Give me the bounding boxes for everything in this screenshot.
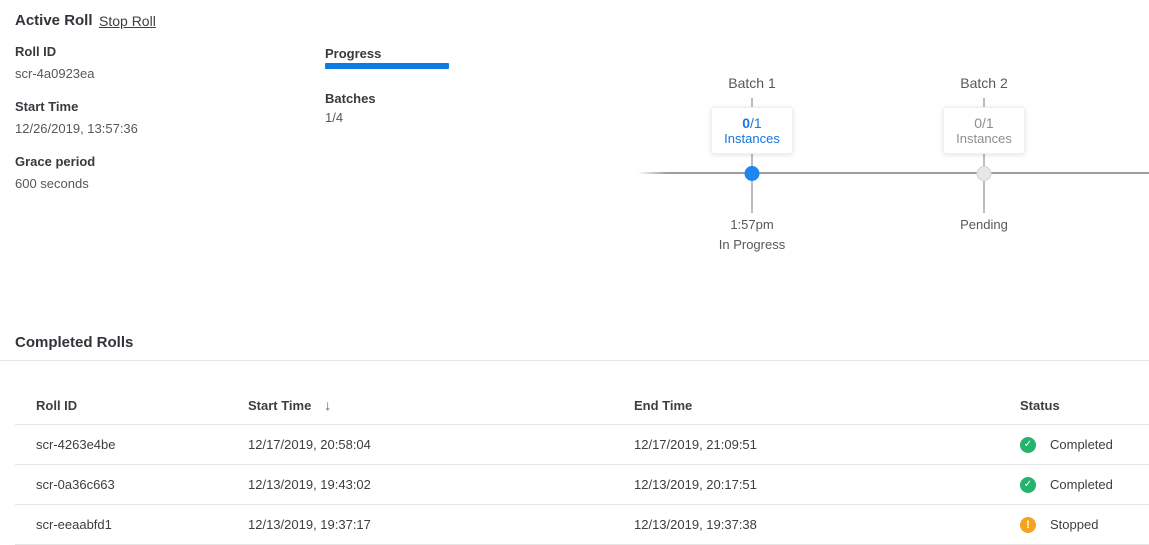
completed-rolls-body: scr-4263e4be 12/17/2019, 20:58:04 12/17/… <box>15 425 1149 545</box>
active-roll-title: Active Roll <box>15 12 93 29</box>
table-header-row: Roll ID Start Time ↓ End Time Status <box>15 386 1149 425</box>
table-row: scr-0a36c663 12/13/2019, 19:43:02 12/13/… <box>15 465 1149 505</box>
batch-1-time: 1:57pm <box>730 217 774 232</box>
column-header-start-time[interactable]: Start Time ↓ <box>248 386 331 425</box>
completed-rolls-title: Completed Rolls <box>15 334 134 351</box>
batch-1-timeline-dot <box>744 166 760 181</box>
batches-label: Batches <box>325 91 376 106</box>
grace-period-value: 600 seconds <box>15 176 89 191</box>
cell-roll-id: scr-4263e4be <box>36 437 116 452</box>
sort-descending-icon: ↓ <box>324 397 332 413</box>
start-time-value: 12/26/2019, 13:57:36 <box>15 121 138 136</box>
batch-1-name: Batch 1 <box>728 75 776 91</box>
batch-1-instances-label: Instances <box>724 130 780 146</box>
table-row: scr-eeaabfd1 12/13/2019, 19:37:17 12/13/… <box>15 505 1149 545</box>
column-header-end-time: End Time <box>634 398 693 413</box>
cell-status-label: Completed <box>1050 437 1113 452</box>
column-header-status: Status <box>1020 398 1060 413</box>
batch-2-time: Pending <box>960 217 1008 232</box>
cell-roll-id: scr-0a36c663 <box>36 477 115 492</box>
batch-2-name: Batch 2 <box>960 75 1008 91</box>
grace-period-field: Grace period 600 seconds <box>15 154 95 191</box>
batch-1-connector-line <box>751 98 753 213</box>
batch-2-instances-count: 0/1 <box>974 114 994 131</box>
section-divider <box>0 360 1149 361</box>
table-row: scr-4263e4be 12/17/2019, 20:58:04 12/17/… <box>15 425 1149 465</box>
timeline-axis <box>637 172 1149 174</box>
check-circle-icon: ✓ <box>1020 437 1036 453</box>
cell-start-time: 12/13/2019, 19:37:17 <box>248 517 371 532</box>
progress-bar-fill <box>325 63 449 69</box>
check-circle-icon: ✓ <box>1020 477 1036 493</box>
batches-value: 1/4 <box>325 110 344 125</box>
cell-status-label: Completed <box>1050 477 1113 492</box>
roll-id-field: Roll ID scr-4a0923ea <box>15 44 95 81</box>
column-header-roll-id: Roll ID <box>36 398 78 413</box>
completed-rolls-table: Roll ID Start Time ↓ End Time Status scr-… <box>15 386 1149 545</box>
batch-1-instances-count: 0/1 <box>742 114 762 131</box>
progress-label: Progress <box>325 46 382 61</box>
timeline-batch-2: Batch 2 0/1 Instances Pending <box>904 75 1064 255</box>
roll-id-label: Roll ID <box>15 44 57 59</box>
batch-2-connector-line <box>983 98 985 213</box>
batch-2-instances-card[interactable]: 0/1 Instances <box>943 107 1025 154</box>
timeline-batch-1: Batch 1 0/1 Instances 1:57pm In Progress <box>672 75 832 255</box>
cell-roll-id: scr-eeaabfd1 <box>36 517 112 532</box>
batch-1-instances-card[interactable]: 0/1 Instances <box>711 107 793 154</box>
batch-2-timeline-dot <box>976 166 992 181</box>
cell-status-label: Stopped <box>1050 517 1099 532</box>
grace-period-label: Grace period <box>15 154 96 169</box>
cell-end-time: 12/13/2019, 19:37:38 <box>634 517 757 532</box>
stop-roll-link[interactable]: Stop Roll <box>99 13 156 29</box>
batch-2-instances-label: Instances <box>956 130 1012 146</box>
cell-end-time: 12/13/2019, 20:17:51 <box>634 477 757 492</box>
progress-bar <box>325 63 449 69</box>
start-time-field: Start Time 12/26/2019, 13:57:36 <box>15 99 138 136</box>
roll-id-value: scr-4a0923ea <box>15 66 95 81</box>
batch-1-status: In Progress <box>718 237 786 252</box>
cell-start-time: 12/13/2019, 19:43:02 <box>248 477 371 492</box>
start-time-label: Start Time <box>15 99 79 114</box>
cell-start-time: 12/17/2019, 20:58:04 <box>248 437 371 452</box>
exclamation-circle-icon: ! <box>1020 517 1036 533</box>
cell-end-time: 12/17/2019, 21:09:51 <box>634 437 757 452</box>
